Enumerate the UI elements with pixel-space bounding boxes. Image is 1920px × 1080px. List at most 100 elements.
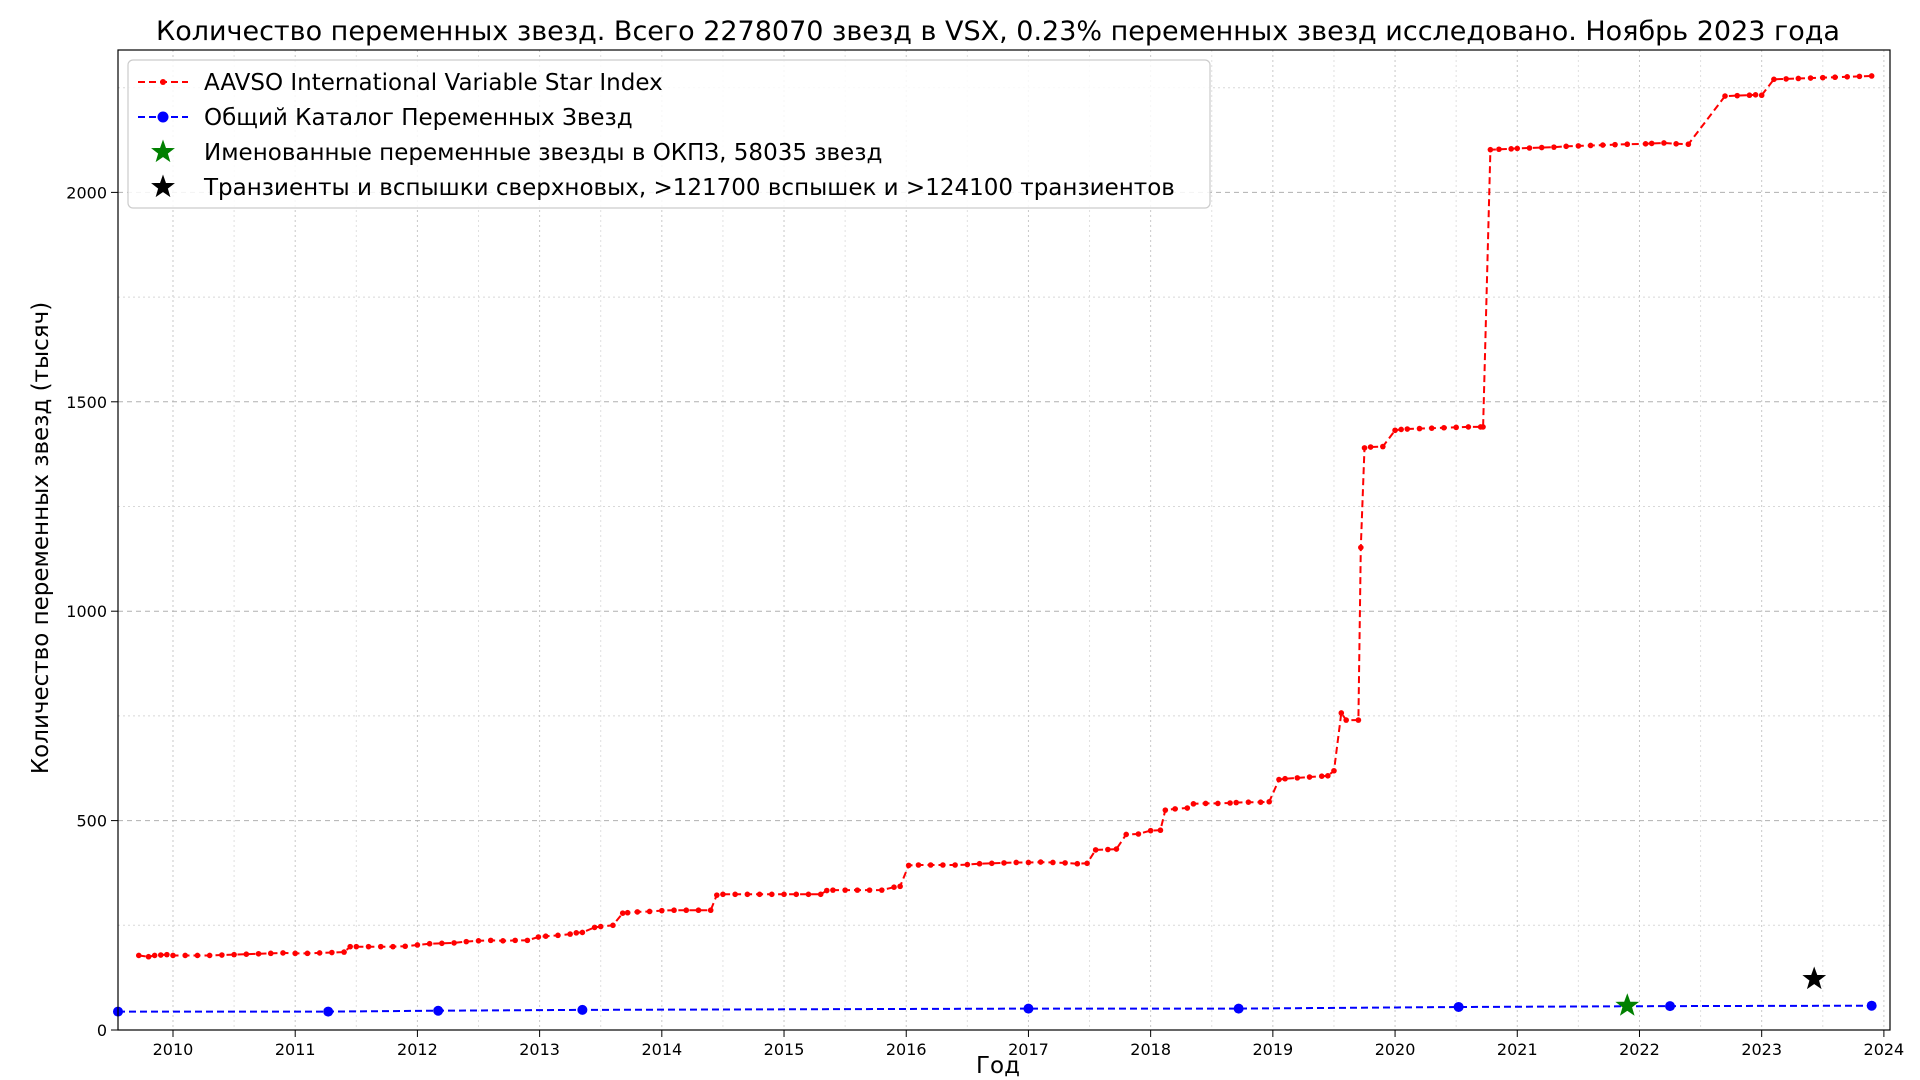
data-point	[329, 949, 335, 956]
data-point	[1526, 145, 1533, 151]
legend-label: AAVSO International Variable Star Index	[204, 70, 663, 96]
data-point	[267, 950, 274, 957]
data-point	[475, 937, 482, 944]
data-point	[1306, 774, 1313, 780]
data-point	[1514, 145, 1521, 152]
data-point	[1752, 92, 1759, 98]
data-point	[145, 953, 152, 960]
data-point	[463, 938, 470, 945]
data-point	[573, 930, 580, 936]
data-point	[1050, 859, 1056, 866]
data-point	[567, 931, 573, 937]
data-point	[634, 909, 641, 915]
legend-label: Именованные переменные звезды в ОКПЗ, 58…	[204, 140, 882, 166]
data-point	[280, 950, 286, 956]
data-point	[1783, 76, 1789, 82]
data-point	[1404, 426, 1411, 432]
data-point	[1233, 1003, 1244, 1014]
legend: AAVSO International Variable Star Index О…	[127, 59, 1211, 209]
data-point	[1600, 142, 1606, 148]
chart-title: Количество переменных звезд. Всего 22780…	[156, 16, 1840, 47]
data-point	[1416, 425, 1423, 432]
data-point	[1343, 717, 1349, 723]
data-point	[905, 862, 912, 869]
data-point	[1084, 860, 1090, 867]
data-point	[1496, 146, 1502, 153]
data-point	[707, 907, 714, 914]
data-point	[1105, 846, 1111, 853]
data-point	[1487, 146, 1494, 153]
data-point	[897, 883, 903, 890]
data-point	[1551, 144, 1557, 150]
data-point	[878, 887, 885, 893]
data-point	[500, 937, 506, 944]
data-point	[1807, 75, 1814, 81]
data-point	[1184, 805, 1191, 811]
data-point	[157, 952, 164, 958]
data-point	[164, 951, 170, 958]
x-tick-label: 2018	[1130, 1040, 1171, 1059]
data-point	[365, 943, 372, 950]
data-point	[1113, 846, 1120, 852]
data-point-star	[1802, 966, 1827, 990]
data-point	[1282, 775, 1288, 782]
data-point	[555, 932, 561, 939]
data-point	[1587, 142, 1594, 149]
data-point	[1338, 710, 1345, 716]
data-point	[292, 950, 299, 957]
data-point	[487, 937, 494, 944]
data-point	[610, 922, 616, 929]
data-point	[915, 862, 922, 868]
data-point	[512, 937, 518, 944]
data-point	[377, 943, 384, 950]
plot-frame	[117, 49, 1891, 1031]
data-point	[439, 940, 445, 947]
data-point	[1771, 76, 1777, 83]
series-line	[118, 1004, 1872, 1013]
data-point	[1648, 140, 1655, 147]
data-point	[1318, 773, 1325, 780]
data-point	[769, 891, 775, 898]
data-point	[1392, 427, 1398, 434]
data-point	[135, 952, 142, 959]
data-point	[1325, 772, 1331, 779]
data-point	[976, 860, 983, 867]
data-point	[1062, 860, 1068, 866]
data-point	[1266, 798, 1272, 805]
data-point	[1453, 1001, 1464, 1012]
data-point	[1001, 860, 1007, 866]
y-tick-label: 1500	[66, 393, 107, 412]
data-point	[1245, 799, 1252, 805]
x-tick-label: 2016	[886, 1040, 927, 1059]
data-point	[732, 891, 738, 898]
axis-ticks: 2010 2011 2012 2013 2014 2015 2016 2017 2018 2019…	[66, 183, 1904, 1059]
data-point	[1276, 776, 1282, 783]
x-tick-label: 2010	[153, 1040, 194, 1059]
series-3	[1802, 966, 1827, 990]
data-point	[1233, 799, 1239, 806]
legend-marker	[157, 111, 169, 123]
data-point	[194, 952, 201, 959]
x-tick-label: 2023	[1741, 1040, 1782, 1059]
data-point	[1832, 74, 1838, 81]
data-point	[1538, 144, 1545, 151]
data-point	[347, 943, 353, 950]
data-point	[1868, 73, 1875, 79]
x-tick-label: 2022	[1619, 1040, 1660, 1059]
series-0	[135, 73, 1875, 960]
data-point	[1758, 92, 1765, 99]
data-point	[341, 949, 347, 955]
data-point	[304, 950, 311, 957]
data-point	[243, 951, 250, 957]
y-tick-label: 2000	[66, 183, 107, 202]
data-point	[619, 910, 626, 916]
legend-marker	[160, 79, 166, 85]
data-point	[720, 891, 726, 898]
data-point	[1331, 767, 1337, 774]
data-point	[1074, 860, 1081, 867]
data-point	[1508, 146, 1514, 152]
data-point	[842, 887, 848, 893]
x-tick-label: 2014	[641, 1040, 682, 1059]
data-point	[805, 891, 812, 898]
data-point	[744, 891, 751, 898]
